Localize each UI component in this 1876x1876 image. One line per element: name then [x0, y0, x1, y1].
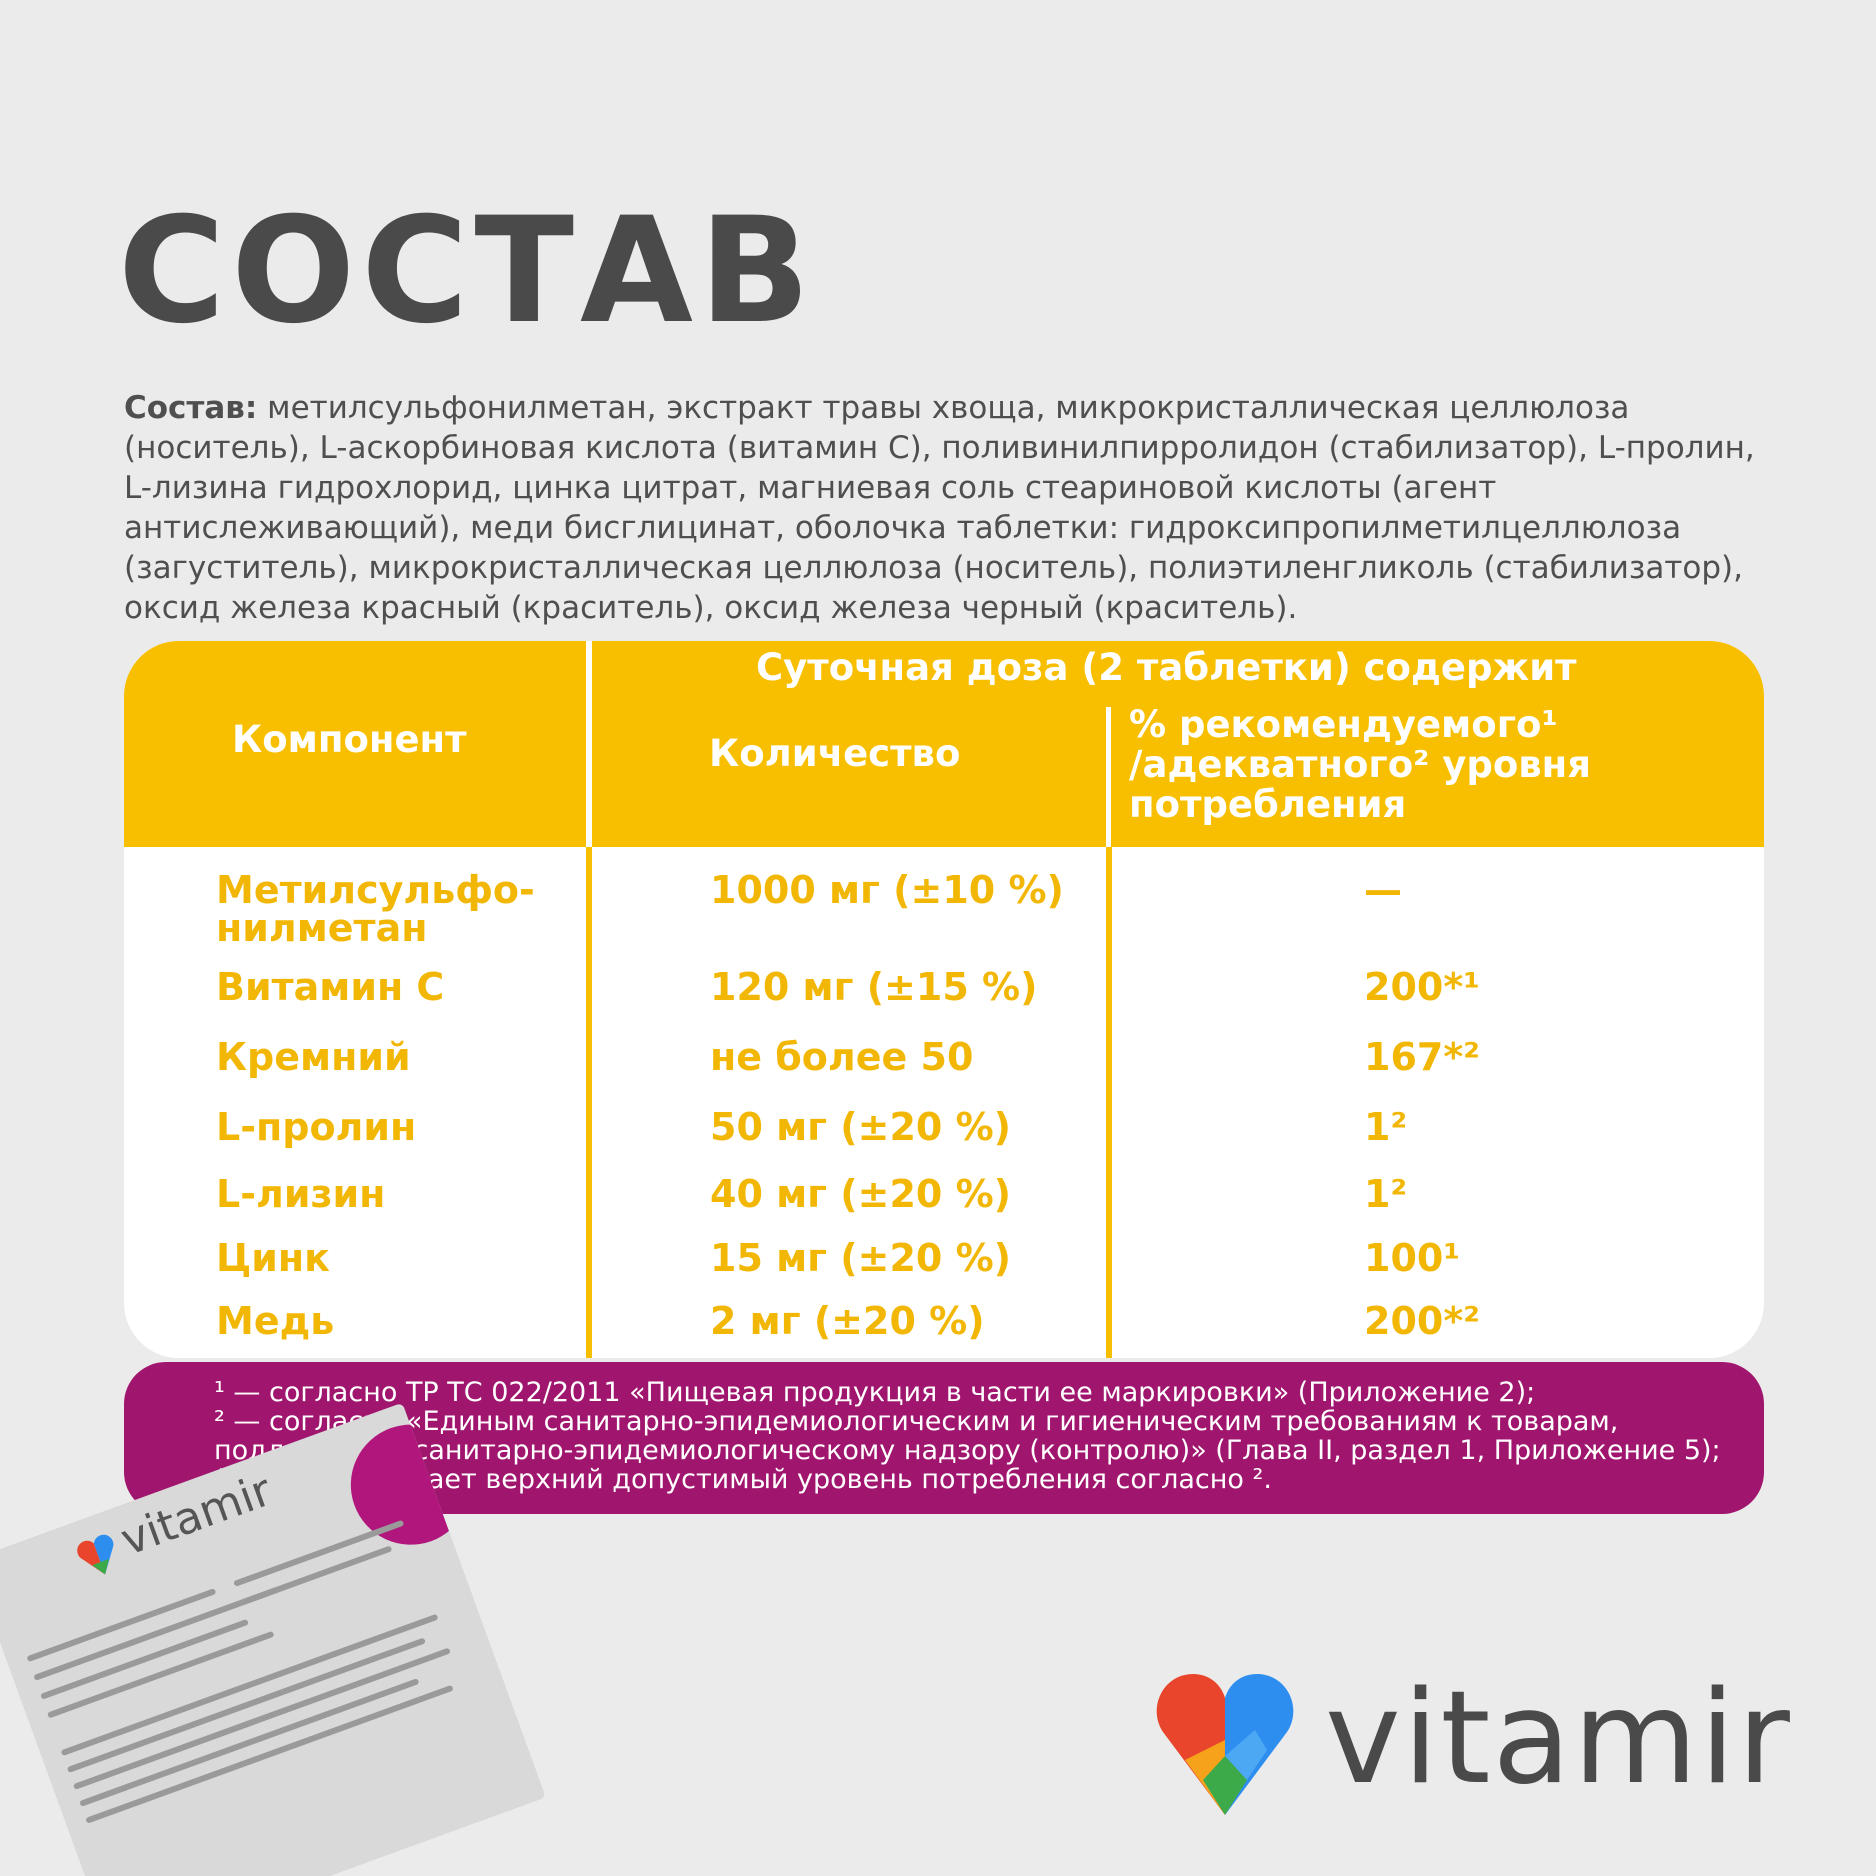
- footnotes-panel: ¹ — согласно ТР ТС 022/2011 «Пищевая про…: [124, 1362, 1764, 1514]
- row-1-component: Метилсульфо-нилметан: [216, 868, 535, 950]
- package-text-line: [79, 1678, 420, 1807]
- header-divider-1: [586, 641, 592, 847]
- header-quantity: Количество: [709, 732, 961, 775]
- row-2-component: Витамин С: [216, 965, 445, 1009]
- composition-label: Состав:: [124, 390, 258, 426]
- row-3-quantity: не более 50: [710, 1035, 974, 1079]
- page-title: СОСТАВ: [118, 186, 817, 356]
- row-4-component: L-пролин: [216, 1105, 417, 1149]
- row-7-percent: 200*²: [1364, 1299, 1480, 1343]
- header-percent-line2: /адекватного² уровня: [1129, 743, 1591, 786]
- package-text-line: [40, 1618, 249, 1700]
- footnote-2: ² — согласно «Единым санитарно-эпидемиол…: [214, 1406, 1721, 1495]
- row-7-component: Медь: [216, 1299, 335, 1343]
- row-1-percent: —: [1364, 868, 1402, 912]
- composition-body: метилсульфонилметан, экстракт травы хвощ…: [124, 390, 1755, 626]
- row-4-percent: 1²: [1364, 1105, 1408, 1149]
- row-7-quantity: 2 мг (±20 %): [710, 1299, 985, 1343]
- footnote-1: ¹ — согласно ТР ТС 022/2011 «Пищевая про…: [214, 1377, 1536, 1408]
- brand-heart-icon: [1156, 1674, 1294, 1815]
- brand-logo: vitamir: [1155, 1670, 1790, 1820]
- package-text-line: [60, 1613, 439, 1757]
- body-divider-1: [586, 847, 592, 1358]
- header-percent-line3: потребления: [1129, 783, 1407, 826]
- header-component: Компонент: [232, 718, 467, 761]
- header-divider-2: [1106, 707, 1111, 847]
- row-3-percent: 167*²: [1364, 1035, 1480, 1079]
- row-2-quantity: 120 мг (±15 %): [710, 965, 1038, 1009]
- row-1-quantity: 1000 мг (±10 %): [710, 868, 1064, 912]
- package-text-line: [66, 1637, 426, 1774]
- footnotes-text: ¹ — согласно ТР ТС 022/2011 «Пищевая про…: [214, 1378, 1734, 1494]
- brand-name: vitamir: [1325, 1664, 1792, 1813]
- header-daily-dose: Суточная доза (2 таблетки) содержит: [756, 646, 1577, 689]
- row-3-component: Кремний: [216, 1035, 411, 1079]
- product-package-image: vitamir: [0, 1402, 546, 1876]
- package-text-line: [85, 1684, 454, 1824]
- row-5-percent: 1²: [1364, 1172, 1408, 1216]
- row-6-percent: 100¹: [1364, 1236, 1460, 1280]
- row-2-percent: 200*¹: [1364, 965, 1480, 1009]
- row-6-component: Цинк: [216, 1236, 330, 1280]
- body-divider-2: [1106, 847, 1112, 1358]
- row-5-quantity: 40 мг (±20 %): [710, 1172, 1012, 1216]
- package-text-line: [72, 1647, 451, 1790]
- row-6-quantity: 15 мг (±20 %): [710, 1236, 1012, 1280]
- header-percent-line1: % рекомендуемого¹: [1129, 703, 1558, 746]
- composition-text: Состав: метилсульфонилметан, экстракт тр…: [124, 388, 1764, 628]
- package-logo-icon: [77, 1534, 114, 1575]
- row-4-quantity: 50 мг (±20 %): [710, 1105, 1012, 1149]
- row-5-component: L-лизин: [216, 1172, 386, 1216]
- table-header: [124, 641, 1764, 847]
- nutrition-table: Компонент Суточная доза (2 таблетки) сод…: [124, 641, 1764, 1358]
